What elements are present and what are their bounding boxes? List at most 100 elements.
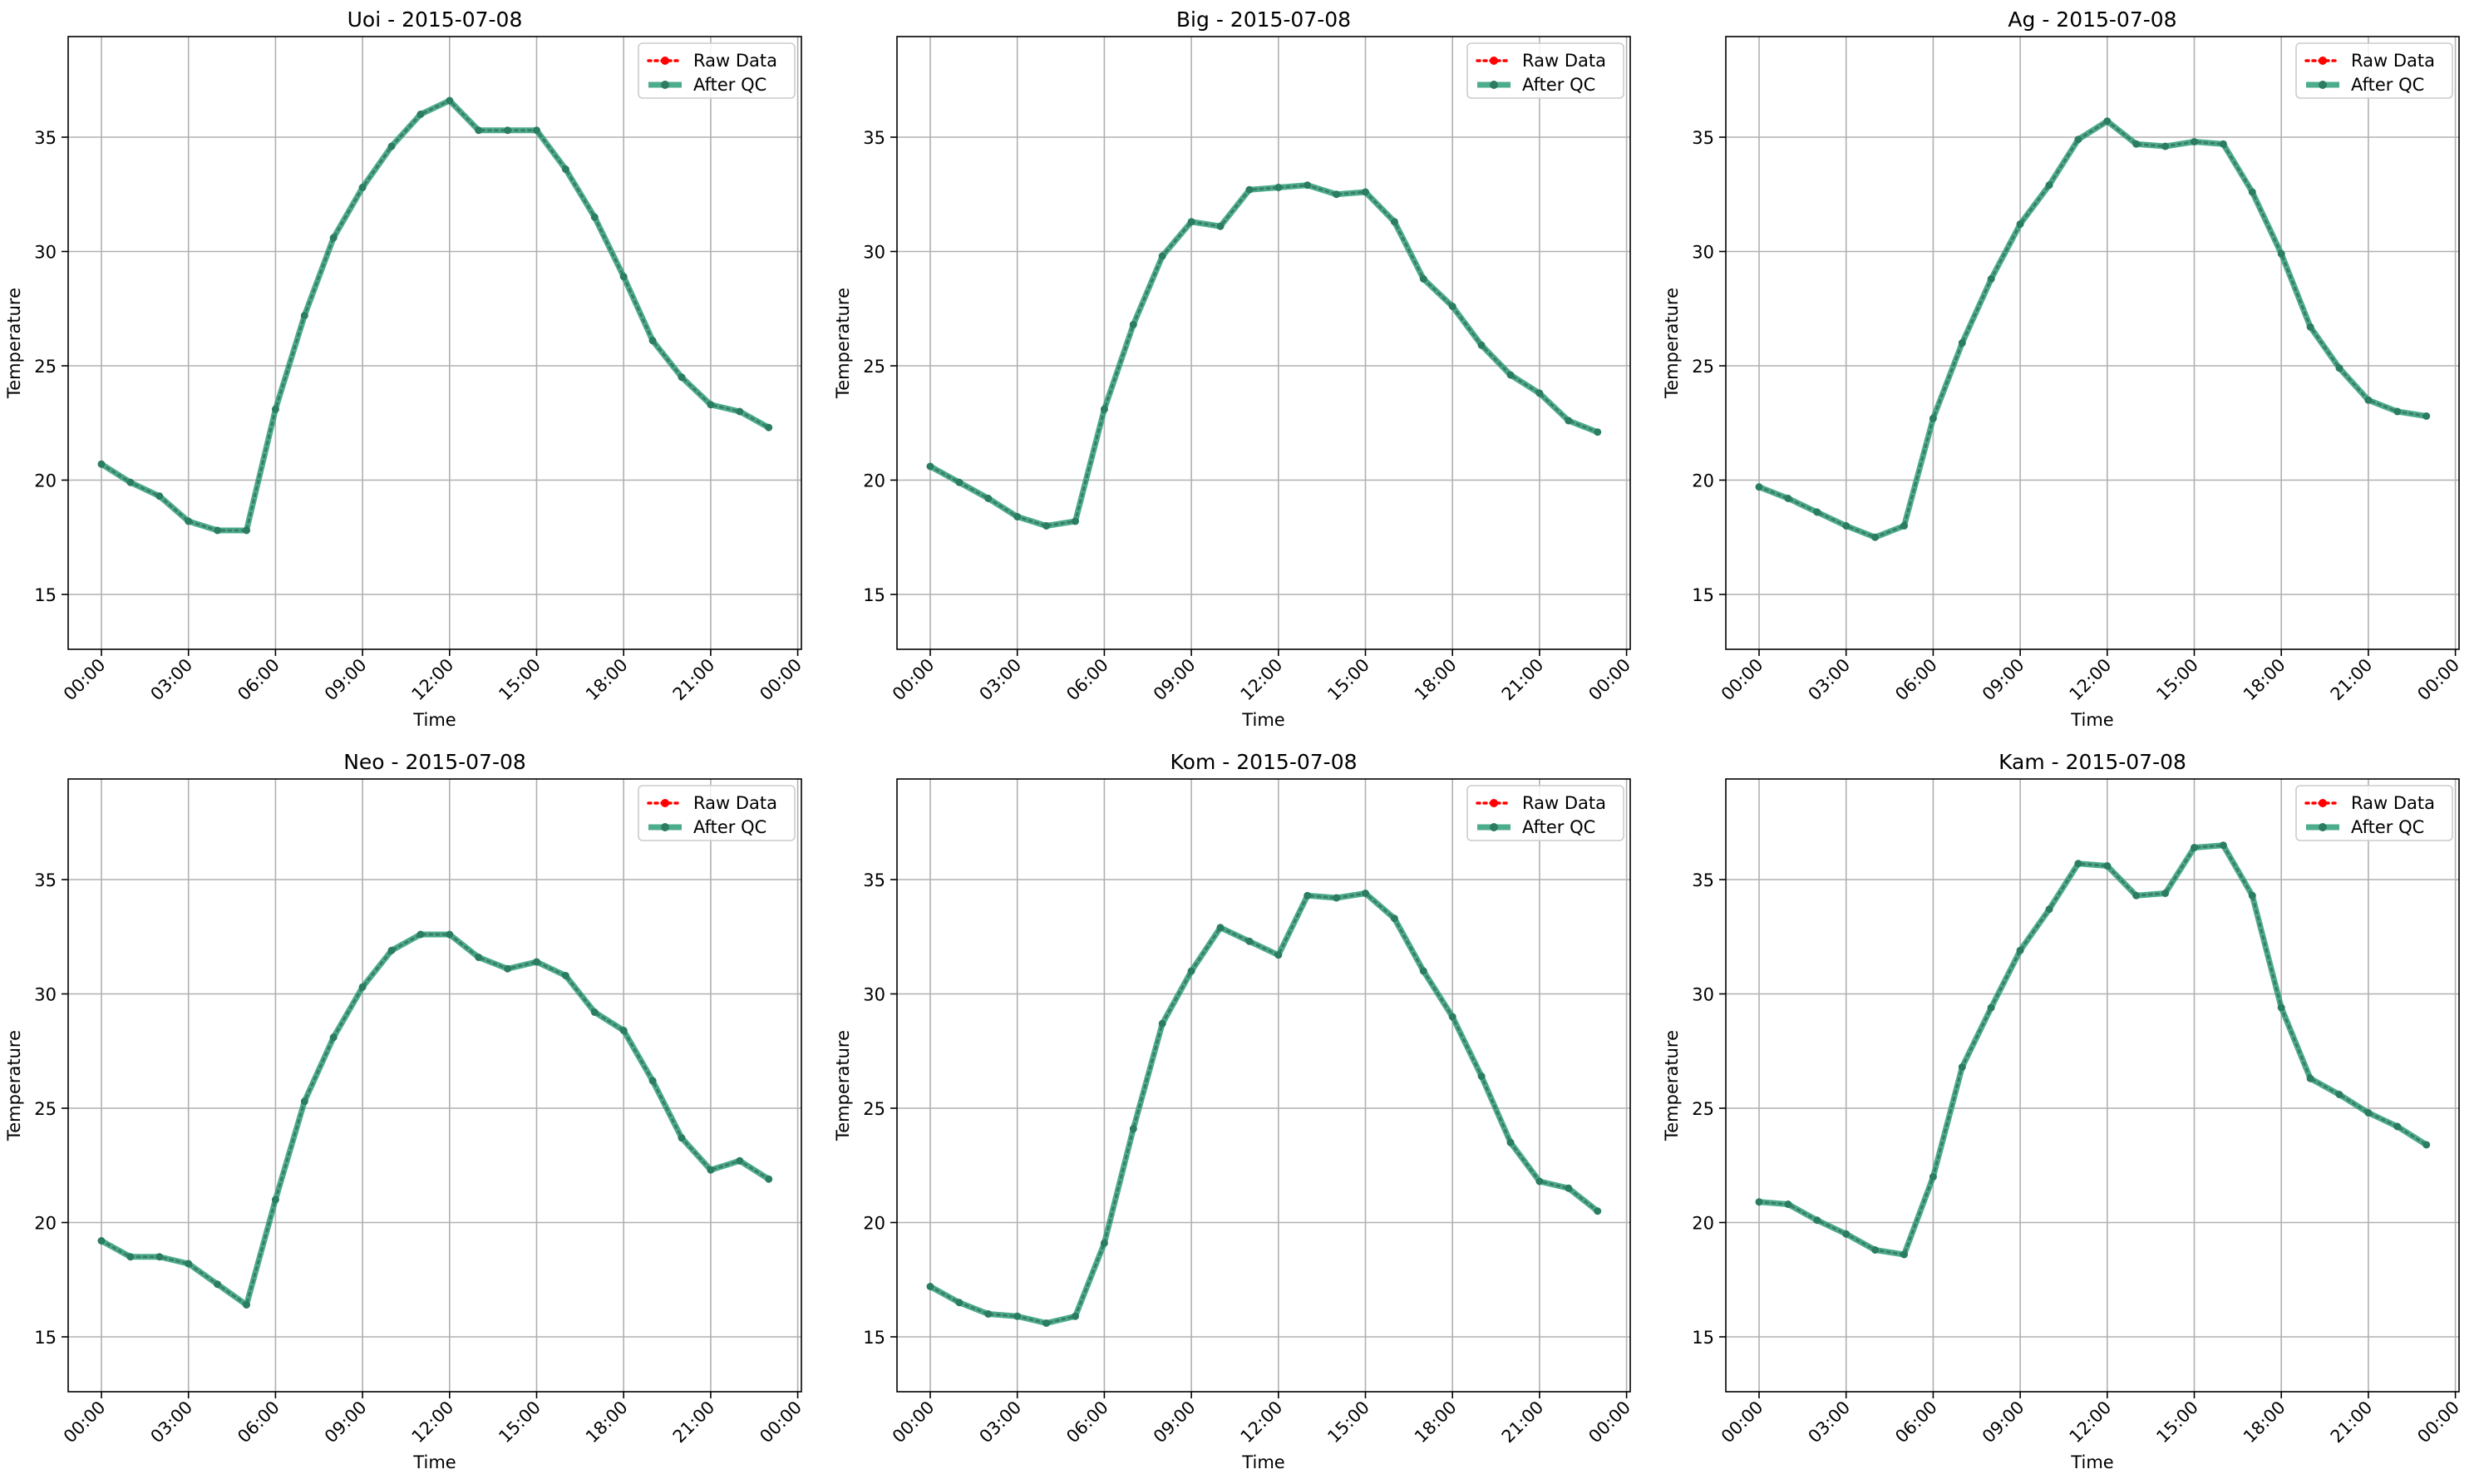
data-point [1958,339,1966,347]
legend-raw-marker [661,799,669,807]
legend: Raw Data After QC [2295,785,2453,841]
subplot-title: Ag - 2015-07-08 [2008,7,2176,32]
x-tick-label: 06:00 [1062,655,1112,705]
data-point [416,930,425,939]
data-point [243,526,250,535]
data-point [1842,522,1851,530]
y-tick-label: 35 [863,870,885,890]
data-point [358,184,367,191]
data-point [926,1283,934,1290]
subplot-title: Uoi - 2015-07-08 [347,7,523,32]
y-tick-label: 30 [34,985,57,1005]
x-tick-label: 03:00 [975,1398,1025,1447]
legend-qc-marker [1490,81,1498,89]
data-point [1333,894,1341,902]
x-axis-label: Time [1241,710,1284,730]
x-tick-label: 00:00 [1584,655,1634,705]
data-point [300,312,308,319]
data-point [2277,249,2285,258]
data-point [1072,1312,1079,1320]
y-tick-label: 15 [863,585,885,605]
y-tick-label: 35 [34,870,57,890]
data-point [736,1156,744,1165]
data-point [955,478,964,486]
data-point [1274,184,1283,191]
y-axis-label: Temperature [833,1030,853,1141]
data-point [765,423,773,431]
legend: Raw Data After QC [638,42,796,99]
data-point [1871,533,1880,541]
legend-qc-label: After QC [2351,817,2424,837]
data-point [1594,428,1602,436]
data-point [2422,1141,2431,1149]
subplot-title: Big - 2015-07-08 [1176,7,1351,32]
x-tick-label: 06:00 [1062,1398,1112,1447]
x-tick-label: 03:00 [1804,655,1854,705]
y-tick-label: 25 [863,1099,885,1119]
x-tick-label: 00:00 [756,655,806,705]
data-point [619,1027,628,1034]
y-tick-label: 15 [1692,1328,1714,1348]
data-point [271,405,279,413]
data-point [2191,844,2198,851]
data-point [387,142,396,150]
x-tick-label: 06:00 [234,1398,283,1447]
y-tick-label: 15 [34,1328,57,1348]
x-tick-label: 00:00 [2413,1398,2463,1447]
data-point [1987,275,1995,283]
data-point [2219,140,2227,148]
legend-raw-marker [1490,57,1498,65]
subplot-title: Kom - 2015-07-08 [1171,750,1358,774]
legend-raw-label: Raw Data [1522,51,1606,71]
y-axis-label: Temperature [1662,288,1682,399]
subplot-5: 15 20 25 30 35 00:00 03:00 06:00 09:00 12:00 15:00… [1662,750,2463,1472]
data-point [590,213,599,221]
x-tick-label: 15:00 [495,655,545,705]
y-tick-label: 30 [34,243,57,263]
x-tick-label: 18:00 [582,1398,632,1447]
x-tick-label: 12:00 [2066,655,2116,705]
x-tick-label: 09:00 [1150,1398,1200,1447]
x-tick-label: 03:00 [975,655,1025,705]
x-tick-label: 18:00 [582,655,632,705]
data-point [2103,862,2112,870]
data-point [2248,188,2256,196]
x-tick-label: 06:00 [234,655,283,705]
data-point [2045,905,2053,914]
data-point [1042,1319,1051,1327]
data-point [387,946,396,954]
data-point [1535,1177,1544,1186]
x-tick-label: 09:00 [1979,655,2028,705]
data-point [1755,1198,1763,1206]
legend: Raw Data After QC [2295,42,2453,99]
data-point [2191,138,2198,145]
data-point [126,478,135,486]
x-tick-label: 12:00 [1237,1398,1287,1447]
after-qc-line [927,182,1601,529]
y-tick-label: 20 [863,471,885,491]
legend: Raw Data After QC [638,785,796,841]
data-point [1900,1250,1908,1259]
data-point [955,1299,964,1307]
data-point [1419,967,1427,975]
after-qc-line [98,97,772,534]
data-point [590,1008,599,1016]
data-point [1333,190,1341,199]
x-tick-label: 21:00 [1498,1398,1548,1447]
data-point [1477,341,1486,349]
data-point [2161,890,2170,897]
data-point [446,930,454,939]
data-point [1594,1207,1602,1215]
data-point [1013,1312,1022,1320]
x-tick-label: 00:00 [2413,655,2463,705]
x-tick-label: 00:00 [1718,1398,1767,1447]
data-point [1100,1239,1108,1247]
data-point [1187,218,1195,226]
data-point [2074,860,2082,868]
subplot-title: Neo - 2015-07-08 [343,750,526,774]
data-point [185,1260,193,1268]
data-point [1448,303,1456,310]
y-tick-label: 25 [34,357,57,377]
